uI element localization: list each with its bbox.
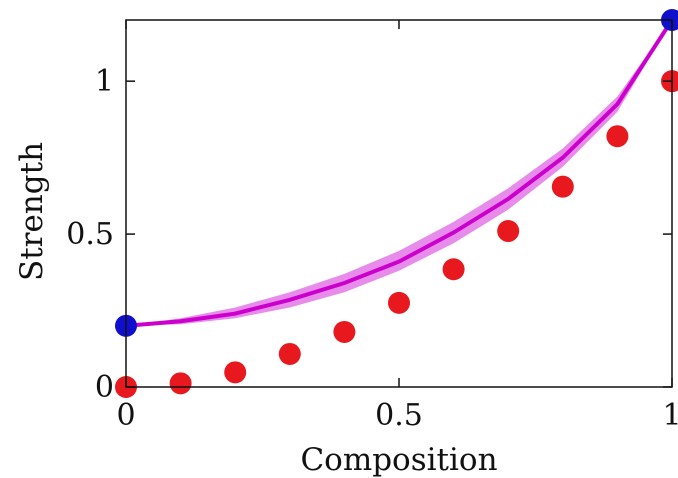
- data-point-s1-5: [388, 291, 410, 314]
- data-point-s1-1: [169, 372, 192, 395]
- data-point-s1-2: [224, 361, 247, 384]
- y-tick-label-0: 0: [95, 370, 114, 405]
- uncertainty-band-0: [126, 20, 672, 326]
- axis-ticks: [125, 20, 673, 388]
- plot-frame: [125, 19, 673, 388]
- series-line-0: [125, 18, 674, 328]
- x-tick-label-1: 0.5: [375, 398, 423, 433]
- data-point-s1-4: [333, 320, 356, 343]
- y-tick-label-2: 1: [95, 64, 114, 99]
- plot-area: [115, 9, 678, 398]
- x-axis-label: Composition: [300, 442, 497, 478]
- data-point-s1-9: [606, 125, 629, 148]
- data-point-s1-7: [497, 220, 520, 243]
- tick-labels: 0 0.5 1 0 0.5 1: [66, 64, 678, 433]
- data-point-s1-8: [551, 175, 574, 198]
- y-axis-label: Strength: [14, 142, 50, 281]
- data-point-s1-6: [442, 258, 465, 281]
- data-point-s1-3: [278, 342, 301, 365]
- y-tick-label-1: 0.5: [66, 217, 114, 252]
- x-tick-label-0: 0: [116, 398, 135, 433]
- x-tick-label-2: 1: [662, 398, 678, 433]
